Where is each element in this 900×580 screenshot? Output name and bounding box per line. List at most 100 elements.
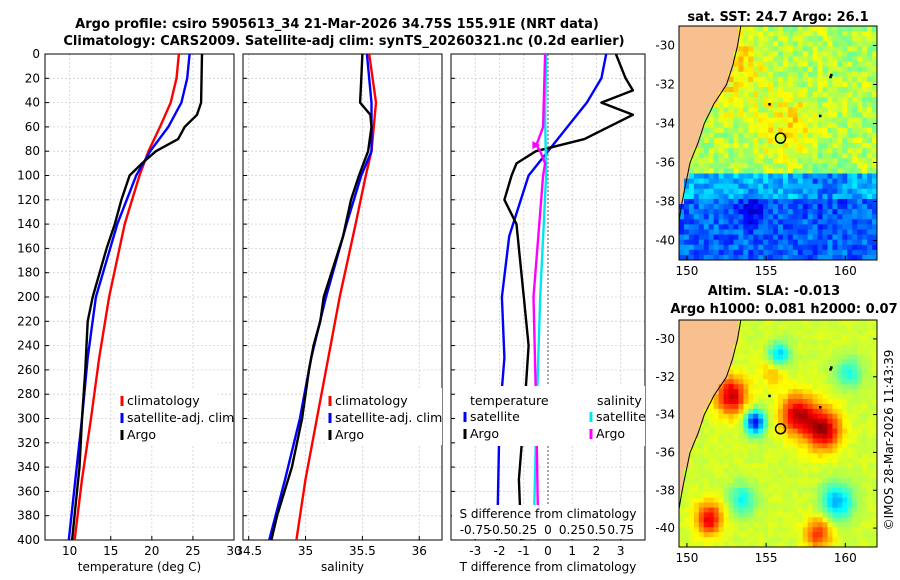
map-cell [852, 482, 858, 489]
map-cell [718, 249, 724, 256]
map-cell [822, 443, 828, 449]
map-cell [693, 188, 700, 195]
map-cell [718, 26, 724, 32]
map-cell [703, 320, 710, 326]
map-cell [822, 339, 828, 346]
map-cell [792, 153, 799, 159]
map-cell [832, 359, 838, 365]
map-cell [787, 87, 794, 93]
map-cell [782, 102, 789, 108]
map-cell [743, 423, 749, 429]
map-cell [768, 482, 774, 489]
map-cell [852, 329, 858, 336]
map-cell [802, 320, 809, 326]
map-cell [693, 502, 700, 508]
map-cell [827, 41, 833, 47]
map-cell [748, 324, 754, 331]
map-cell [812, 26, 818, 32]
map-cell [778, 428, 784, 434]
map-cell [768, 329, 774, 336]
map-cell [683, 320, 690, 326]
map-cell [802, 112, 809, 118]
map-cell [857, 344, 863, 350]
map-cell [758, 472, 764, 479]
map-cell [862, 379, 868, 385]
map-cell [683, 36, 690, 42]
map-cell [758, 468, 764, 474]
map-cell [718, 122, 724, 129]
map-cell [842, 324, 848, 331]
map-cell [763, 198, 769, 205]
map-cell [872, 107, 877, 113]
map-cell [867, 56, 873, 63]
map-cell [782, 517, 789, 523]
map-cell [787, 339, 794, 346]
map-cell [807, 354, 814, 360]
map-cell [827, 112, 833, 118]
map-cell [688, 492, 695, 499]
map-cell [733, 112, 739, 118]
map-cell [807, 188, 814, 195]
map-cell [753, 188, 759, 195]
map-cell [763, 487, 769, 494]
map-cell [847, 239, 853, 246]
map-cell [748, 76, 754, 83]
map-cell [738, 249, 744, 256]
map-cell [683, 234, 690, 241]
map-cell [713, 229, 719, 235]
map-cell [812, 384, 818, 390]
map-cell [802, 137, 809, 144]
map-cell [748, 137, 754, 144]
map-cell [802, 334, 809, 341]
map-cell [837, 428, 843, 434]
map-cell [679, 31, 685, 37]
map-cell [693, 46, 700, 52]
map-cell [812, 239, 818, 246]
map-cell [733, 492, 739, 499]
map-cell [708, 369, 715, 375]
map-cell [708, 61, 715, 68]
map-cell [733, 507, 739, 513]
map-cell [763, 374, 769, 380]
map-cell [693, 239, 700, 246]
map-cell [822, 76, 828, 83]
map-cell [817, 127, 823, 134]
map-cell [703, 517, 710, 523]
map-cell [768, 71, 774, 78]
map-cell [787, 188, 794, 195]
map-cell [852, 51, 858, 57]
map-cell [773, 512, 779, 518]
map-cell [753, 384, 759, 390]
map-cell [837, 81, 843, 88]
map-cell [807, 153, 814, 159]
map-cell [812, 204, 818, 210]
map-cell [857, 36, 863, 42]
map-cell [743, 448, 749, 454]
map-cell [807, 413, 814, 420]
map-cell [787, 403, 794, 410]
map-cell [748, 153, 754, 159]
map-cell [679, 173, 685, 180]
y-tick-label: 160 [17, 241, 40, 255]
map-cell [872, 41, 877, 47]
map-cell [842, 143, 848, 149]
map-cell [708, 224, 715, 230]
map-cell [758, 26, 764, 32]
map-cell [703, 458, 710, 464]
map-cell [708, 188, 715, 195]
map-cell [817, 398, 823, 405]
map-cell [733, 209, 739, 215]
map-cell [852, 56, 858, 63]
map-cell [787, 102, 794, 108]
map-cell [728, 527, 734, 533]
map-cell [703, 71, 710, 78]
map-cell [763, 413, 769, 420]
map-cell [679, 339, 685, 346]
map-cell [768, 492, 774, 499]
map-cell [738, 193, 744, 200]
map-cell [847, 244, 853, 251]
map-cell [812, 379, 818, 385]
map-cell [758, 219, 764, 225]
map-cell [763, 423, 769, 429]
map-cell [733, 26, 739, 32]
